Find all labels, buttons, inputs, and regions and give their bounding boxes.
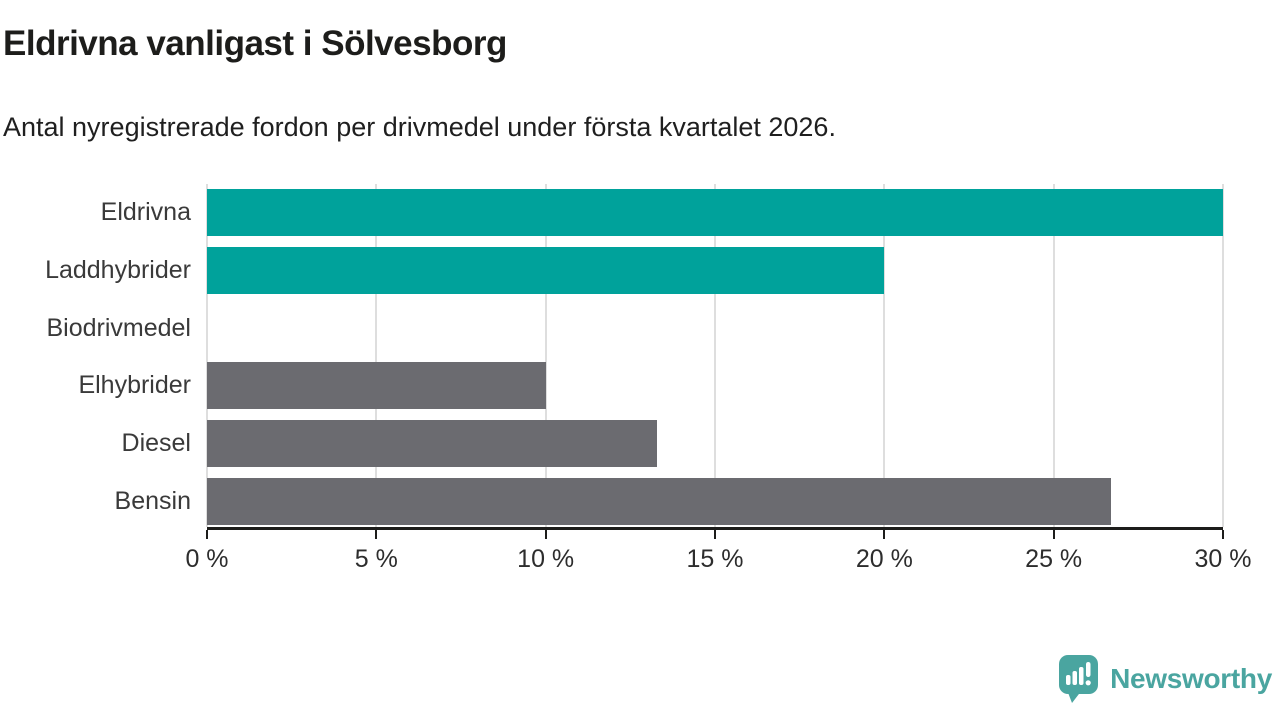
y-axis-category-labels: Eldrivna Laddhybrider Biodrivmedel Elhybrid…	[0, 184, 191, 530]
bar-eldrivna	[207, 189, 1223, 237]
x-gridline	[375, 184, 378, 527]
plot-area: 0 % 5 % 10 % 15 % 20 % 25 % 30 %	[185, 184, 1251, 573]
x-tick	[883, 530, 886, 539]
x-tick-label: 20 %	[855, 545, 913, 573]
x-tick-label: 25 %	[1025, 545, 1083, 573]
chart-subtitle: Antal nyregistrerade fordon per drivmede…	[3, 112, 836, 142]
newsworthy-logo-text: Newsworthy	[1110, 663, 1272, 694]
x-gridline	[883, 184, 886, 527]
bar-diesel	[207, 420, 658, 467]
x-gridline	[544, 184, 547, 527]
x-gridline	[1052, 184, 1055, 527]
category-label: Diesel	[121, 428, 191, 457]
x-gridline	[714, 184, 716, 527]
x-tick-label: 10 %	[517, 545, 575, 573]
x-gridline	[206, 184, 208, 527]
x-tick	[714, 530, 716, 539]
x-tick-label: 0 %	[185, 545, 229, 573]
newsworthy-speech-bubble-chart-icon	[1059, 655, 1099, 703]
x-tick-label: 5 %	[354, 545, 398, 573]
x-tick	[1222, 530, 1224, 539]
category-label: Biodrivmedel	[46, 313, 191, 342]
bar-elhybrider	[207, 362, 546, 410]
x-tick	[375, 530, 378, 539]
chart-title: Eldrivna vanligast i Sölvesborg	[3, 24, 507, 63]
category-label: Laddhybrider	[45, 255, 191, 284]
category-label: Elhybrider	[78, 371, 191, 400]
bar-laddhybrider	[207, 247, 885, 294]
x-tick	[206, 530, 208, 539]
x-tick-label: 30 %	[1194, 545, 1252, 573]
bar-bensin	[207, 477, 1112, 525]
category-label: Eldrivna	[100, 198, 191, 227]
x-tick	[544, 530, 547, 539]
x-tick	[1052, 530, 1055, 539]
x-tick-label: 15 %	[686, 545, 744, 573]
x-gridline	[1222, 184, 1224, 527]
category-label: Bensin	[114, 486, 191, 515]
newsworthy-logo: Newsworthy	[1058, 654, 1272, 704]
